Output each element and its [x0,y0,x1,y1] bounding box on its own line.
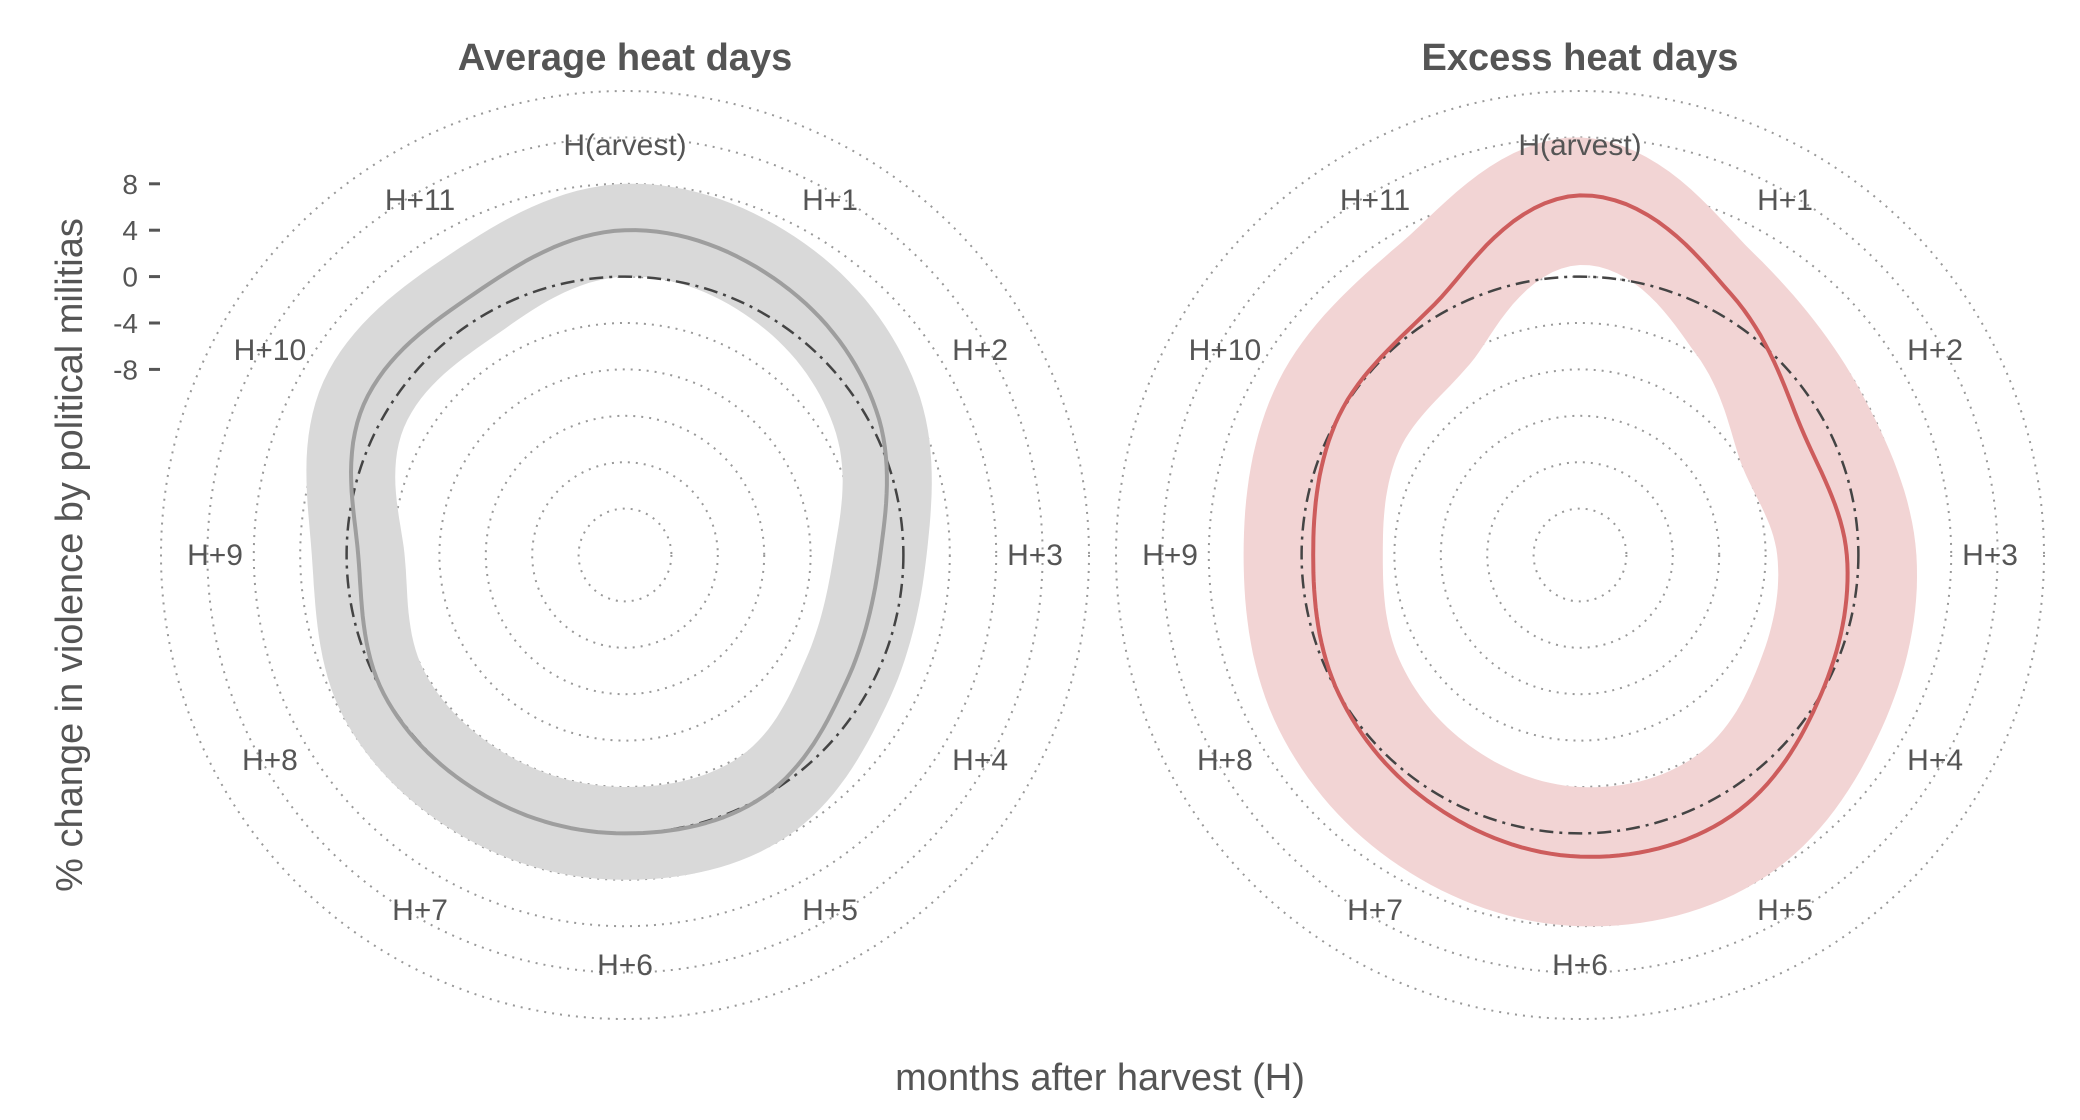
angle-label: H+4 [1907,744,1963,777]
grid-circle [577,507,673,603]
angle-label: H+3 [1007,539,1063,572]
estimate-line [349,228,889,836]
angle-label: H+7 [392,894,448,927]
angle-label: H+10 [1189,334,1262,367]
angle-label: H+9 [1142,539,1198,572]
angle-label: H+4 [952,744,1008,777]
y-axis-title: % change in violence by political militi… [49,218,91,892]
radial-tick-label: 0 [122,262,138,293]
radial-tick-label: -8 [113,354,138,385]
angle-label: H+1 [1757,184,1813,217]
angle-label: H(arvest) [1518,129,1641,162]
radial-tick-label: 4 [122,215,138,246]
angle-label: H+1 [802,184,858,217]
baseline-circle [1300,275,1860,835]
grid-circle [206,136,1044,974]
confidence-band [1243,137,1917,927]
confidence-band [306,183,932,880]
grid-circle [1532,507,1628,603]
angle-label: H+2 [952,334,1008,367]
radial-tick-label: 8 [122,169,138,200]
panel-title: Excess heat days [1422,37,1739,79]
angle-label: H+8 [1197,744,1253,777]
angle-label: H+6 [1552,949,1608,982]
grid-circle [1486,461,1674,649]
panel-title: Average heat days [458,37,792,79]
grid-circle [1439,414,1721,696]
angle-label: H+5 [1757,894,1813,927]
angle-label: H+8 [242,744,298,777]
angle-label: H+5 [802,894,858,927]
grid-circle [484,414,766,696]
panel-average-heat-days: Average heat days H(arvest) H+1 H+2 H+3 H+4 H+… [160,37,1090,1020]
panel-excess-heat-days: Excess heat days H(arvest) H+1 H+2 H+3 H+4 H+5… [1115,37,2045,1020]
angle-label: H+3 [1962,539,2018,572]
angle-label: H+7 [1347,894,1403,927]
angle-label: H+11 [1340,184,1410,217]
grid-circle [1393,368,1767,742]
grid-circle [1115,90,2045,1020]
angle-label: H+2 [1907,334,1963,367]
estimate-line [1311,193,1850,859]
angle-label: H+10 [234,334,307,367]
grid-circle [531,461,719,649]
radial-tick-labels: 8 4 0 -4 -8 [113,169,160,385]
grid-circle [252,182,998,928]
grid-circle [438,368,812,742]
grid-circle [160,90,1090,1020]
angle-label: H+9 [187,539,243,572]
x-axis-title: months after harvest (H) [895,1057,1305,1099]
angle-label: H+11 [385,184,455,217]
angle-label: H+6 [597,949,653,982]
radial-tick-label: -4 [113,308,138,339]
angle-label: H(arvest) [563,129,686,162]
